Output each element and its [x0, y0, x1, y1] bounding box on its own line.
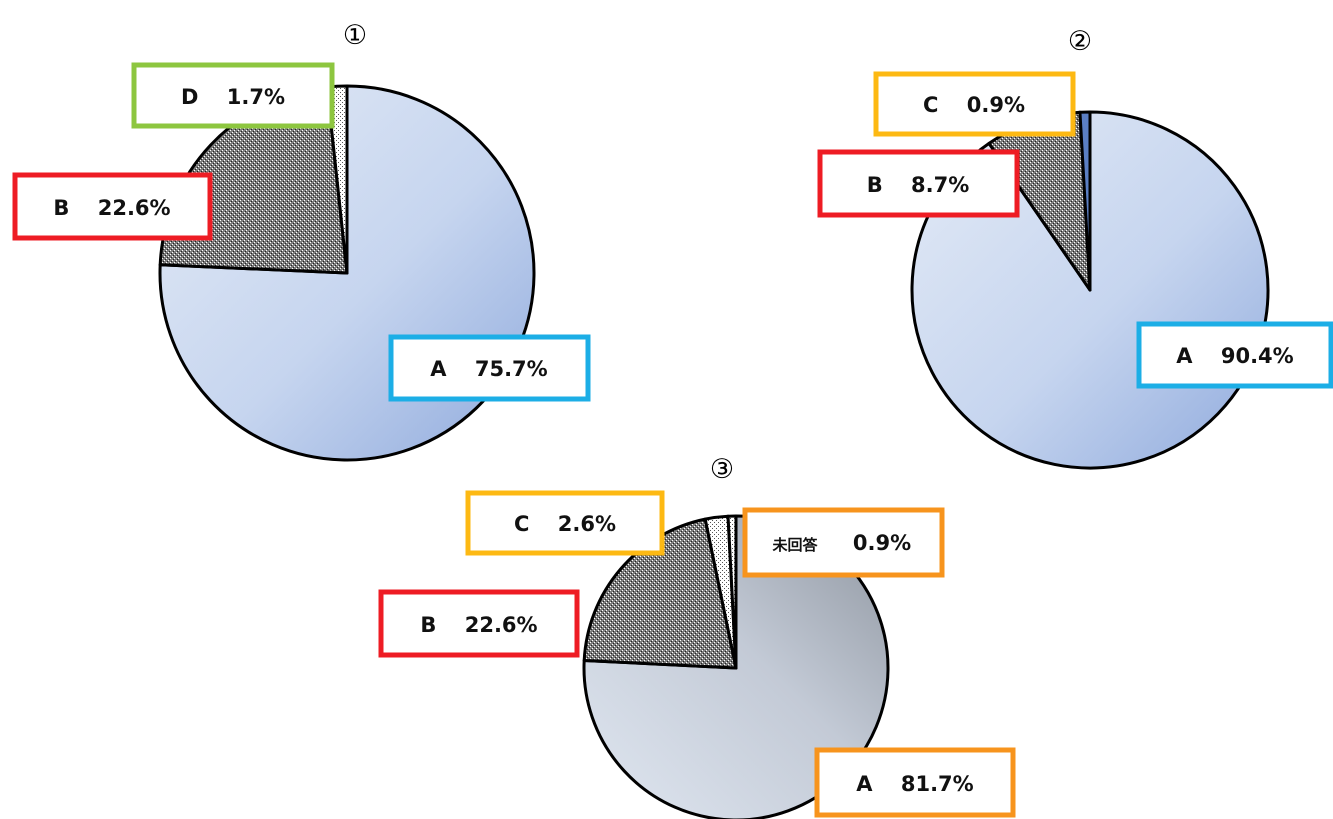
chart-3-label-unanswered: 未回答 0.9% — [742, 507, 945, 578]
chart-1-label-a: A 75.7% — [388, 334, 591, 402]
chart-1-label-b: B 22.6% — [12, 172, 213, 241]
svg-text:A 75.7%: A 75.7% — [430, 357, 547, 381]
chart-3-label-c: C 2.6% — [465, 490, 665, 556]
chart-2-title: ② — [1068, 26, 1092, 57]
chart-3-slice-b — [582, 517, 738, 670]
svg-text:未回答: 未回答 — [771, 536, 818, 554]
chart-1-title: ① — [343, 20, 367, 51]
svg-text:A 90.4%: A 90.4% — [1176, 344, 1293, 368]
chart-3-label-a: A 81.7% — [814, 747, 1016, 818]
svg-text:D 1.7%: D 1.7% — [181, 85, 285, 109]
chart-3-label-b: B 22.6% — [378, 589, 580, 658]
chart-2-label-b: B 8.7% — [817, 149, 1020, 218]
chart-3-title: ③ — [710, 454, 734, 485]
svg-text:0.9%: 0.9% — [853, 531, 911, 555]
chart-2-slice-c — [1078, 110, 1092, 292]
svg-text:C 0.9%: C 0.9% — [923, 93, 1025, 117]
svg-text:B 22.6%: B 22.6% — [53, 196, 170, 220]
svg-text:C 2.6%: C 2.6% — [514, 512, 616, 536]
svg-text:B 8.7%: B 8.7% — [867, 173, 970, 197]
chart-3-slice-unanswered — [726, 514, 738, 670]
chart-1-label-d: D 1.7% — [131, 62, 335, 129]
svg-text:B 22.6%: B 22.6% — [420, 613, 537, 637]
chart-2-label-a: A 90.4% — [1136, 321, 1333, 389]
chart-2-label-c: C 0.9% — [873, 71, 1076, 137]
svg-text:A 81.7%: A 81.7% — [856, 772, 973, 796]
